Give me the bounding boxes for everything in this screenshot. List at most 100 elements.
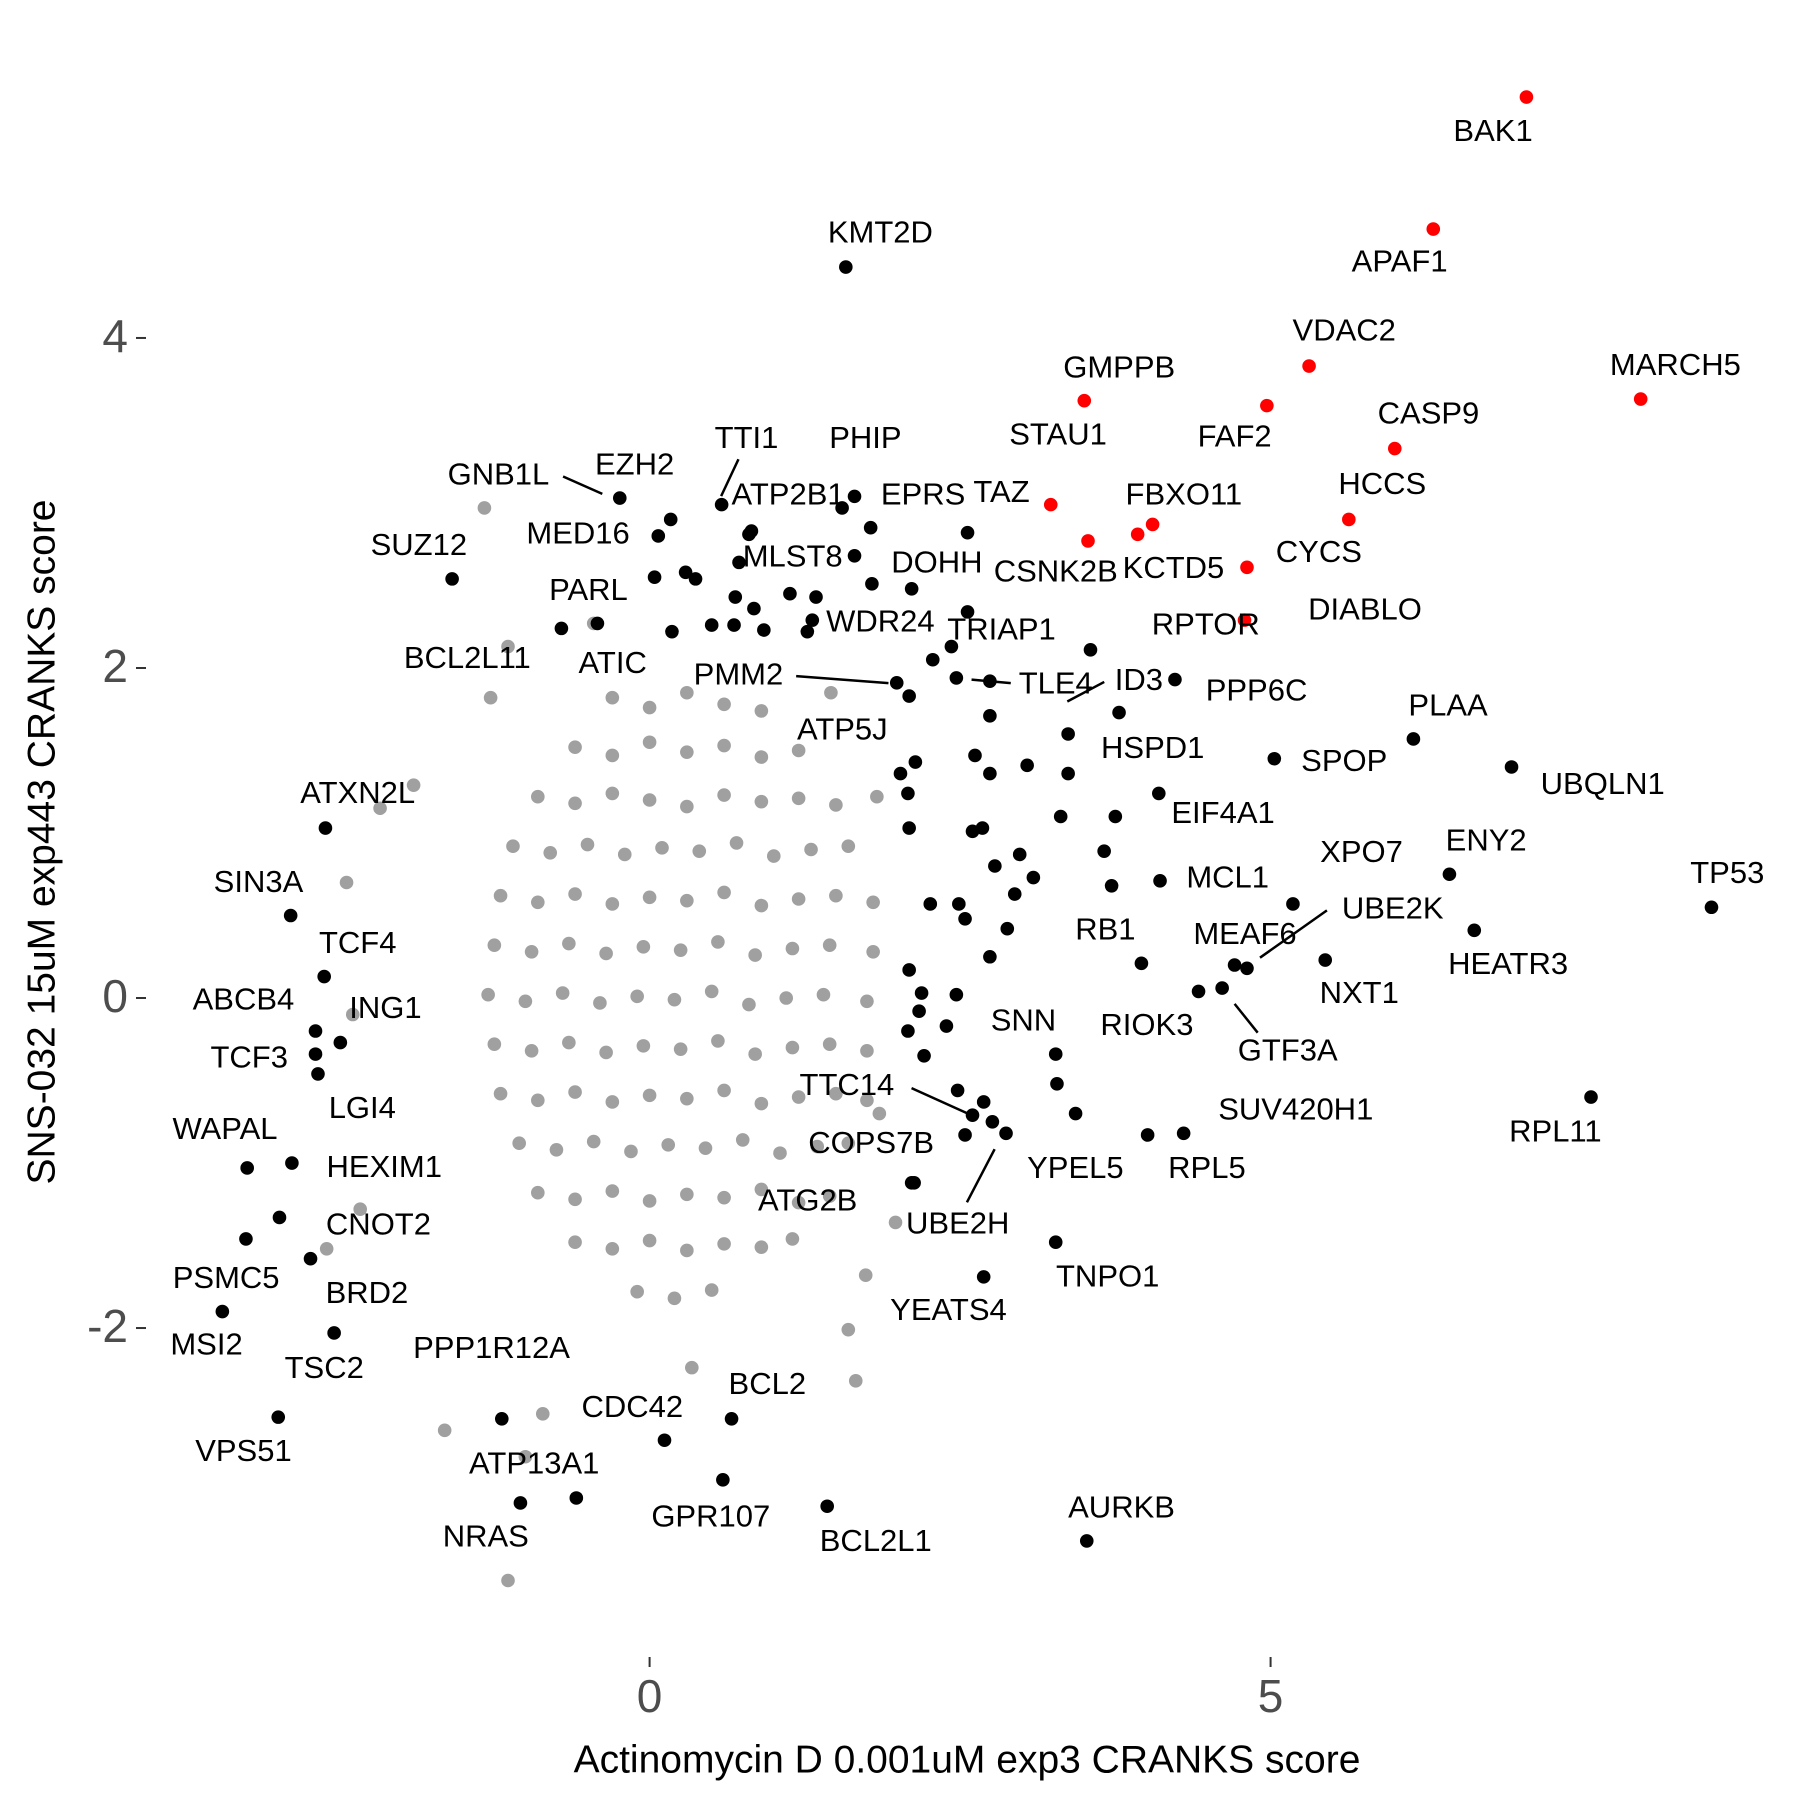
point <box>680 1091 694 1106</box>
point <box>1079 1534 1094 1548</box>
leader-line <box>911 1086 974 1117</box>
point <box>1007 887 1022 901</box>
leader-line <box>1233 1003 1259 1034</box>
point <box>1633 392 1648 406</box>
point <box>727 618 741 632</box>
point-label: WDR24 <box>826 603 935 638</box>
point-label: BRD2 <box>326 1275 409 1310</box>
point-label: TNPO1 <box>1056 1259 1159 1294</box>
point <box>605 897 620 911</box>
point <box>748 948 762 962</box>
point <box>791 743 806 758</box>
point <box>791 892 806 906</box>
leader-line <box>1066 680 1105 703</box>
point <box>1108 809 1123 824</box>
point <box>893 766 908 781</box>
point-label: RPTOR <box>1152 607 1260 642</box>
point-label: EPRS <box>881 476 965 511</box>
point-label: PLAA <box>1408 687 1488 722</box>
point <box>667 992 682 1007</box>
point-label: ATP5J <box>797 712 888 747</box>
point <box>704 1283 719 1297</box>
point <box>889 676 904 690</box>
point <box>630 989 644 1004</box>
point-label: ATIC <box>579 645 647 680</box>
point <box>975 821 990 835</box>
point <box>829 888 843 903</box>
point <box>754 1096 769 1111</box>
point <box>663 512 678 527</box>
point <box>1176 1126 1191 1141</box>
point <box>1130 527 1145 542</box>
point-label: SIN3A <box>214 864 304 899</box>
point-label: MCL1 <box>1186 859 1269 894</box>
point <box>617 847 632 862</box>
point <box>960 605 975 619</box>
point <box>717 885 731 900</box>
point-label: BCL2L1 <box>820 1523 932 1558</box>
point-label: PSMC5 <box>173 1260 280 1295</box>
point-label: FBXO11 <box>1126 476 1243 511</box>
point <box>748 1047 762 1061</box>
point <box>717 1083 731 1098</box>
point <box>549 1143 564 1157</box>
point <box>804 842 818 857</box>
point-label: SUZ12 <box>371 527 467 562</box>
point <box>1104 879 1119 893</box>
point <box>1050 1077 1064 1091</box>
point <box>1145 517 1160 532</box>
point <box>822 938 837 953</box>
point <box>531 1185 545 1200</box>
point <box>717 1237 731 1251</box>
point <box>303 1251 318 1266</box>
point <box>729 836 744 850</box>
point <box>568 887 582 901</box>
point <box>944 639 959 654</box>
point <box>680 1187 694 1202</box>
point <box>319 1242 334 1256</box>
point <box>308 1047 323 1061</box>
point <box>1191 984 1206 999</box>
point <box>841 839 856 854</box>
point-label: CASP9 <box>1378 396 1480 431</box>
point <box>711 1034 725 1048</box>
point <box>285 1156 299 1170</box>
point-label: TAZ <box>973 474 1029 509</box>
point <box>791 1195 806 1210</box>
point <box>912 1004 926 1019</box>
point <box>754 1240 769 1254</box>
point <box>543 846 558 860</box>
point <box>724 1411 739 1426</box>
point <box>688 572 703 586</box>
point <box>704 984 719 999</box>
point <box>345 1007 360 1022</box>
point <box>308 1024 323 1038</box>
point-label: LGI4 <box>329 1090 396 1125</box>
point <box>647 570 662 585</box>
point-label: TCF4 <box>319 925 397 960</box>
point <box>562 1035 576 1050</box>
point <box>908 755 923 769</box>
point-label: YPEL5 <box>1027 1150 1124 1185</box>
point <box>494 1411 509 1426</box>
point-label: MEAF6 <box>1193 916 1296 951</box>
point <box>841 1136 856 1151</box>
point <box>1302 359 1316 373</box>
point-label: CSNK2B <box>994 554 1118 589</box>
point-label: ATXN2L <box>300 775 415 810</box>
point <box>1140 1128 1155 1142</box>
point-label: ATG2B <box>758 1182 857 1217</box>
point <box>988 859 1002 873</box>
point <box>518 1449 533 1464</box>
point <box>773 1146 787 1160</box>
y-tick-label: -2 <box>87 1300 128 1352</box>
point <box>555 986 570 1000</box>
point-label: UBQLN1 <box>1541 766 1665 801</box>
point <box>642 890 657 905</box>
point-label: PPP1R12A <box>413 1330 570 1365</box>
point <box>863 520 878 535</box>
point <box>590 616 605 631</box>
point-label: PARL <box>549 572 628 607</box>
point <box>1068 1106 1083 1121</box>
